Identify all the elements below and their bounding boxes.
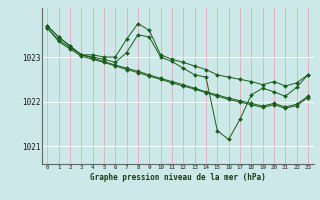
X-axis label: Graphe pression niveau de la mer (hPa): Graphe pression niveau de la mer (hPa) xyxy=(90,173,266,182)
